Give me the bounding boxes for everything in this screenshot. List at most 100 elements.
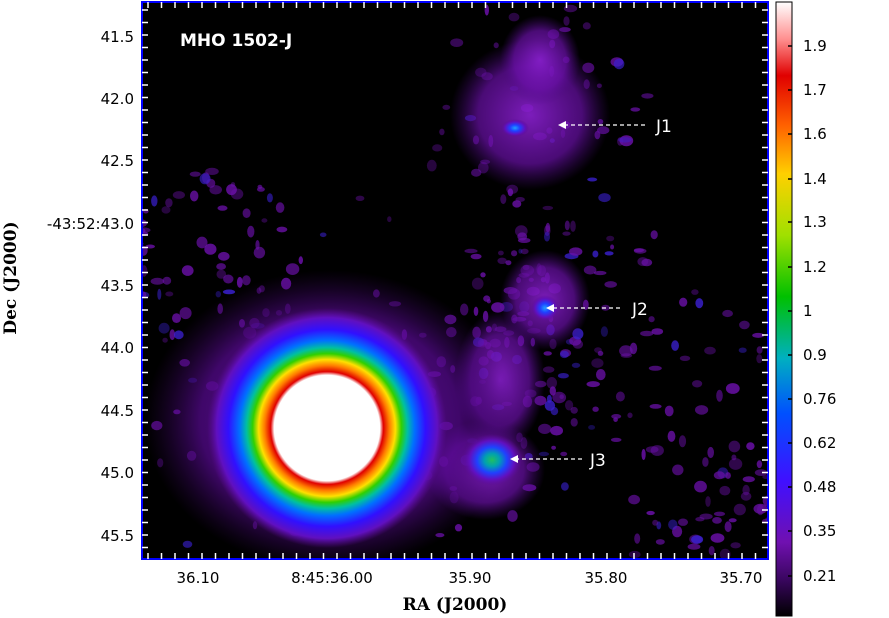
y-tick-label: 45.5 [101, 527, 134, 545]
noise-speckle [592, 406, 599, 412]
noise-speckle [218, 251, 230, 261]
noise-speckle [559, 350, 569, 359]
noise-speckle [538, 423, 552, 434]
colorbar-label: 0.76 [803, 390, 836, 408]
noise-speckle [754, 469, 768, 476]
noise-speckle [142, 291, 147, 299]
noise-speckle [730, 542, 741, 549]
noise-speckle [181, 265, 194, 276]
noise-speckle [606, 235, 615, 242]
arrowhead-j1 [558, 121, 566, 129]
noise-speckle [691, 289, 699, 295]
noise-speckle [728, 518, 737, 523]
noise-speckle [588, 425, 596, 430]
noise-speckle [604, 281, 617, 288]
noise-speckle [422, 566, 432, 570]
colorbar-ticks [788, 45, 792, 577]
y-tick-label: 45.0 [101, 464, 134, 482]
noise-speckle [158, 322, 170, 334]
noise-speckle [562, 231, 571, 236]
noise-speckle [189, 171, 201, 177]
noise-speckle [276, 226, 288, 233]
noise-speckle [628, 494, 640, 505]
noise-speckle [752, 332, 765, 338]
noise-speckle [671, 340, 679, 351]
noise-speckle [642, 560, 647, 568]
noise-speckle [587, 177, 598, 182]
noise-speckle [687, 543, 701, 550]
noise-speckle [699, 572, 712, 577]
noise-speckle [667, 430, 676, 442]
noise-speckle [593, 270, 607, 276]
noise-speckle [740, 491, 752, 501]
noise-speckle [549, 386, 556, 396]
colorbar-label: 1.2 [803, 258, 827, 276]
arrowhead-j2 [546, 304, 554, 312]
noise-speckle [552, 391, 567, 404]
noise-speckle [678, 435, 687, 448]
noise-speckle [460, 303, 469, 316]
noise-speckle [172, 313, 181, 323]
noise-speckle [161, 206, 171, 214]
noise-speckle [544, 231, 550, 242]
noise-speckle [179, 307, 192, 320]
noise-speckle [355, 195, 365, 201]
noise-speckle [634, 533, 641, 544]
noise-speckle [648, 365, 662, 371]
noise-speckle [276, 565, 283, 575]
noise-speckle [604, 251, 614, 256]
noise-speckle [620, 353, 633, 358]
colorbar-label: 0.9 [803, 346, 827, 364]
noise-speckle [739, 320, 750, 330]
knot-j1 [501, 119, 529, 137]
noise-speckle [710, 533, 725, 543]
noise-speckle [543, 351, 552, 356]
noise-speckle [725, 472, 731, 479]
noise-speckle [215, 291, 221, 298]
noise-speckle [118, 241, 132, 245]
noise-speckle [613, 417, 618, 422]
noise-speckle [630, 107, 641, 112]
noise-speckle [361, 595, 371, 603]
noise-speckle [546, 394, 552, 403]
colorbar-label: 0.35 [803, 522, 836, 540]
noise-speckle [722, 309, 733, 318]
noise-speckle [702, 457, 709, 467]
image-panel: MHO 1502-J J1 J2 J3 [118, 1, 769, 603]
noise-speckle [563, 16, 570, 26]
noise-speckle [713, 511, 726, 517]
noise-speckle [505, 260, 512, 266]
noise-speckle [712, 517, 722, 524]
noise-speckle [707, 559, 720, 568]
noise-speckle [713, 471, 726, 480]
noise-speckle [733, 503, 746, 516]
noise-speckle [591, 358, 604, 368]
x-tick-label: 35.70 [720, 569, 763, 587]
y-tick-label: 43.5 [101, 277, 134, 295]
noise-speckle [615, 391, 625, 402]
noise-speckle [641, 258, 653, 267]
y-tick-label: -43:52:43.0 [47, 215, 134, 233]
noise-speckle [672, 464, 684, 476]
colorbar: 1.9 1.7 1.6 1.4 1.3 1.2 1 0.9 0.76 0.62 … [775, 1, 836, 617]
noise-speckle [544, 400, 556, 411]
plot-frame [141, 1, 769, 560]
noise-speckle [512, 200, 522, 208]
noise-speckle [471, 277, 484, 290]
noise-speckle [551, 445, 556, 450]
emission-clump-north [500, 15, 580, 105]
noise-speckle [655, 539, 665, 545]
noise-speckle [583, 265, 597, 275]
noise-speckle [647, 566, 661, 574]
noise-speckle [742, 484, 750, 496]
noise-speckle [236, 276, 243, 288]
noise-speckle [135, 330, 141, 336]
noise-speckle [497, 257, 507, 264]
noise-speckle [600, 326, 609, 337]
noise-speckle [656, 521, 662, 530]
noise-speckle [719, 485, 731, 496]
noise-speckle [253, 246, 266, 259]
noise-speckle [432, 144, 443, 152]
noise-speckle [695, 405, 709, 415]
